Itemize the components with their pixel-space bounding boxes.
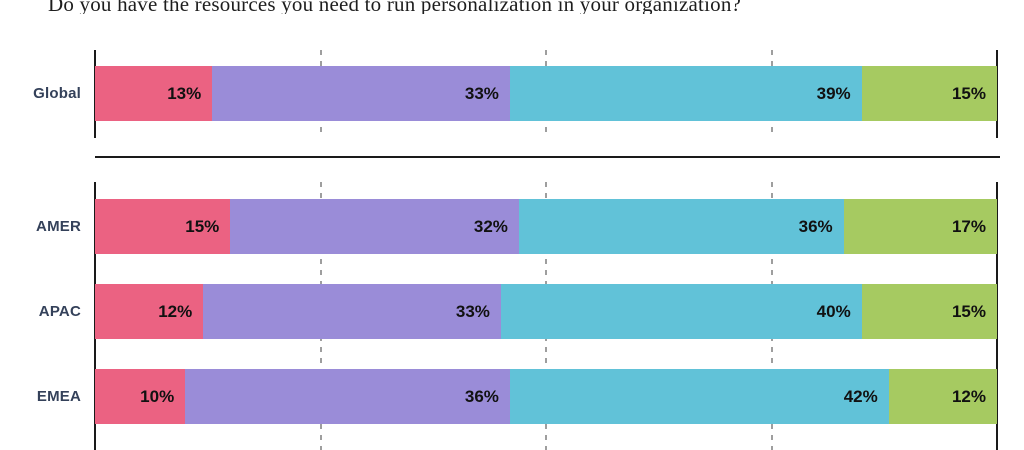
- right-boundary-line: [996, 182, 998, 450]
- bar-row-apac: APAC 12% 33% 40% 15%: [0, 284, 1024, 339]
- bar-segment-1: 15%: [95, 199, 231, 254]
- bar-row-emea: EMEA 10% 36% 42% 12%: [0, 369, 1024, 424]
- category-label-amer: AMER: [36, 218, 81, 235]
- segment-value-label: 33%: [464, 83, 499, 103]
- bar-segment-4: 12%: [888, 369, 997, 424]
- bar-segment-2: 32%: [230, 199, 519, 254]
- bar-row-global: Global 13% 33% 39% 15%: [0, 66, 1024, 121]
- bar-segment-3: 39%: [509, 66, 862, 121]
- segment-value-label: 10%: [140, 386, 175, 406]
- segment-value-label: 33%: [455, 301, 490, 321]
- bar-segment-3: 36%: [518, 199, 844, 254]
- right-boundary-line: [996, 50, 998, 138]
- bar-segment-2: 33%: [203, 284, 501, 339]
- bar-segment-4: 15%: [861, 284, 997, 339]
- chart-title: Do you have the resources you need to ru…: [48, 0, 742, 14]
- segment-value-label: 36%: [464, 386, 499, 406]
- segment-value-label: 12%: [158, 301, 193, 321]
- category-label-global: Global: [33, 85, 81, 102]
- section-separator-line: [95, 156, 1000, 158]
- segment-value-label: 13%: [167, 83, 202, 103]
- segment-value-label: 42%: [843, 386, 878, 406]
- segment-value-label: 32%: [473, 216, 508, 236]
- bar-segment-2: 36%: [185, 369, 510, 424]
- segment-value-label: 15%: [185, 216, 220, 236]
- stacked-bar: 12% 33% 40% 15%: [95, 284, 997, 339]
- category-label-emea: EMEA: [36, 388, 81, 405]
- chart-section-regions: AMER 15% 32% 36% 17% APAC 12% 33% 40% 15% EMEA 10% 3…: [0, 182, 1024, 450]
- chart-title-clip: Do you have the resources you need to ru…: [0, 0, 1024, 14]
- segment-value-label: 15%: [951, 83, 986, 103]
- chart-section-global: Global 13% 33% 39% 15%: [0, 50, 1024, 138]
- bar-segment-1: 10%: [95, 369, 186, 424]
- segment-value-label: 36%: [798, 216, 833, 236]
- bar-segment-1: 13%: [95, 66, 213, 121]
- stacked-bar: 10% 36% 42% 12%: [95, 369, 997, 424]
- bar-segment-3: 42%: [509, 369, 889, 424]
- bar-segment-3: 40%: [500, 284, 862, 339]
- segment-value-label: 12%: [951, 386, 986, 406]
- category-label-apac: APAC: [38, 303, 81, 320]
- bar-segment-4: 15%: [861, 66, 997, 121]
- stacked-bar: 13% 33% 39% 15%: [95, 66, 997, 121]
- stacked-bar: 15% 32% 36% 17%: [95, 199, 997, 254]
- bar-segment-2: 33%: [212, 66, 510, 121]
- segment-value-label: 17%: [951, 216, 986, 236]
- bar-segment-1: 12%: [95, 284, 204, 339]
- bar-segment-4: 17%: [843, 199, 997, 254]
- segment-value-label: 39%: [816, 83, 851, 103]
- segment-value-label: 40%: [816, 301, 851, 321]
- segment-value-label: 15%: [951, 301, 986, 321]
- bar-row-amer: AMER 15% 32% 36% 17%: [0, 199, 1024, 254]
